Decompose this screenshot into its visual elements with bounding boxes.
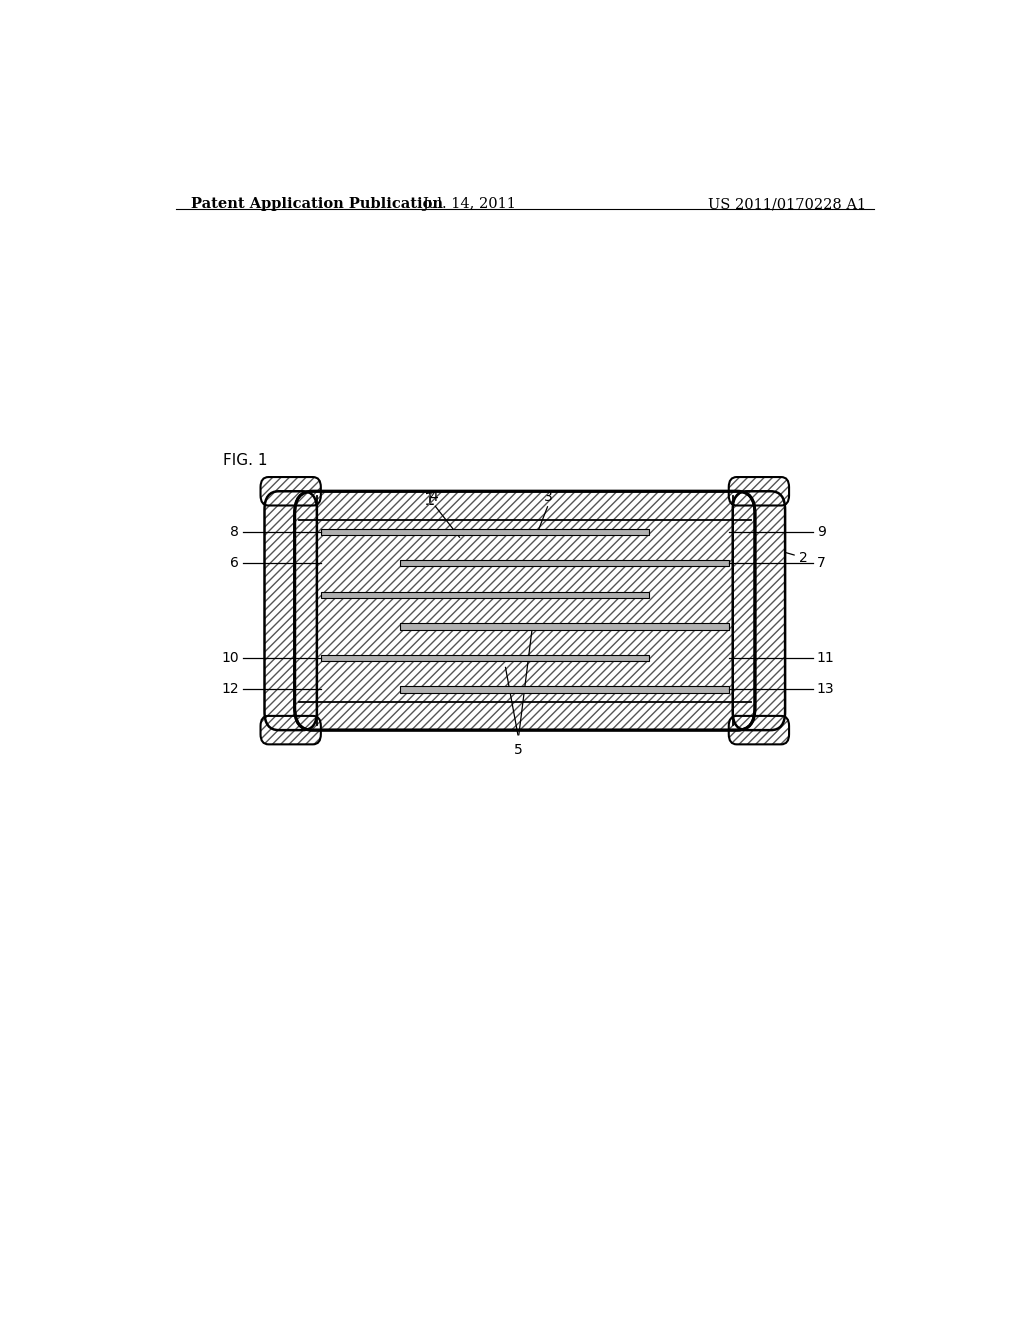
Bar: [321, 655, 649, 661]
FancyBboxPatch shape: [260, 477, 321, 506]
FancyBboxPatch shape: [264, 491, 316, 730]
Bar: [321, 591, 649, 598]
Text: 1: 1: [424, 491, 435, 510]
FancyBboxPatch shape: [729, 715, 790, 744]
Text: 5: 5: [514, 743, 523, 756]
Bar: [321, 529, 649, 535]
Text: 7: 7: [817, 557, 825, 570]
Text: 11: 11: [817, 651, 835, 665]
FancyBboxPatch shape: [733, 491, 785, 730]
Text: 12: 12: [221, 682, 240, 697]
Text: 13: 13: [817, 682, 835, 697]
Bar: [400, 561, 729, 566]
Text: 2: 2: [799, 550, 807, 565]
Text: US 2011/0170228 A1: US 2011/0170228 A1: [708, 197, 866, 211]
Text: Patent Application Publication: Patent Application Publication: [191, 197, 443, 211]
Bar: [400, 686, 729, 693]
FancyBboxPatch shape: [729, 477, 790, 506]
Text: 4: 4: [429, 490, 438, 504]
Text: 6: 6: [230, 557, 240, 570]
Text: 3: 3: [544, 490, 553, 504]
Text: FIG. 1: FIG. 1: [223, 453, 267, 469]
FancyBboxPatch shape: [260, 715, 321, 744]
Text: Jul. 14, 2011: Jul. 14, 2011: [422, 197, 516, 211]
Text: 9: 9: [817, 525, 825, 539]
FancyBboxPatch shape: [295, 491, 755, 730]
Text: 8: 8: [230, 525, 240, 539]
Bar: [400, 623, 729, 630]
Text: 10: 10: [221, 651, 240, 665]
